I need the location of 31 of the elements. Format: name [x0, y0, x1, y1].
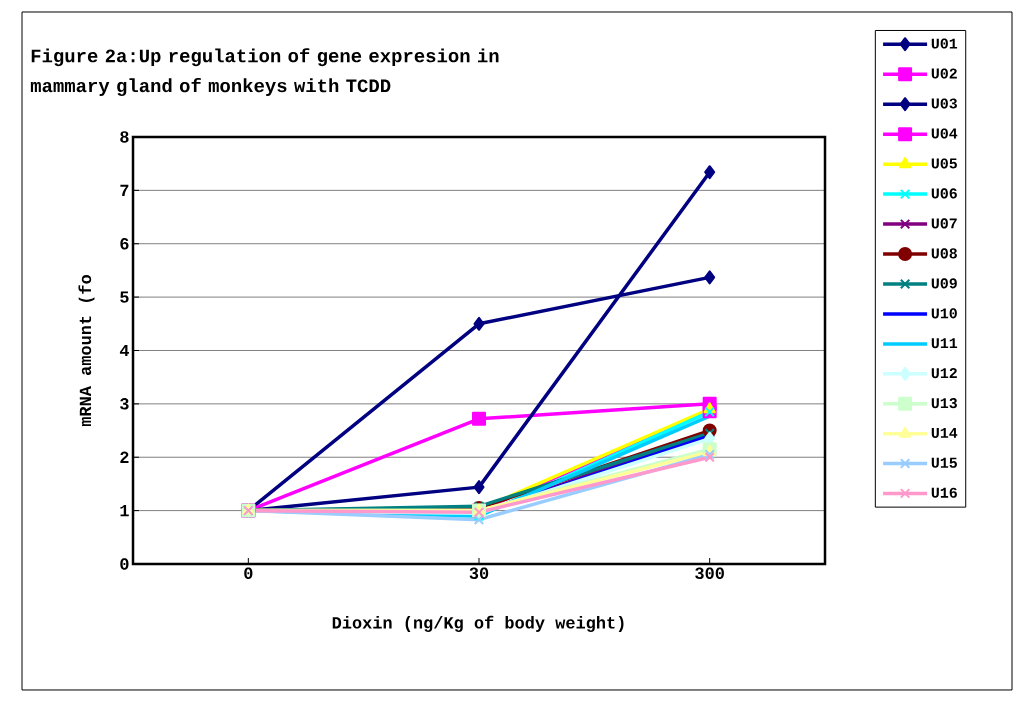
- legend-label: U06: [931, 188, 957, 199]
- x-tick-label: 300: [695, 567, 724, 580]
- legend-label: U05: [931, 158, 957, 169]
- chart-title: Figure 2a:Up regulation of gene expresion in mammary gland of monkeys with TCDD: [30, 48, 499, 97]
- legend-label: U12: [931, 368, 957, 379]
- y-tick-label: 3: [120, 398, 129, 410]
- y-tick-label: 2: [120, 451, 129, 463]
- legend-label: U01: [931, 38, 958, 49]
- legend-label: U16: [931, 487, 957, 498]
- legend-label: U15: [931, 457, 957, 468]
- legend-label: U09: [931, 278, 957, 289]
- legend-label: U07: [931, 218, 957, 229]
- y-tick-label: 7: [120, 184, 129, 196]
- y-tick-label: 8: [120, 131, 129, 143]
- legend-label: U03: [931, 98, 957, 109]
- legend-label: U04: [931, 128, 958, 139]
- legend-label: U08: [931, 248, 957, 259]
- y-tick-label: 6: [120, 237, 129, 250]
- y-axis-title: mRNA amount (fo: [78, 275, 95, 427]
- x-axis-title: Dioxin (ng/Kg of body weight): [332, 615, 624, 632]
- legend-label: U02: [931, 68, 957, 79]
- legend-label: U13: [931, 398, 957, 409]
- x-tick-label: 0: [244, 567, 253, 580]
- legend-label: U11: [931, 338, 958, 349]
- legend-label: U10: [931, 308, 957, 319]
- legend-label: U14: [931, 428, 958, 438]
- y-tick-label: 5: [120, 291, 129, 303]
- x-tick-label: 30: [469, 567, 489, 580]
- y-tick-label: 1: [120, 505, 129, 517]
- y-tick-label: 4: [119, 344, 129, 357]
- y-tick-label: 0: [120, 558, 129, 570]
